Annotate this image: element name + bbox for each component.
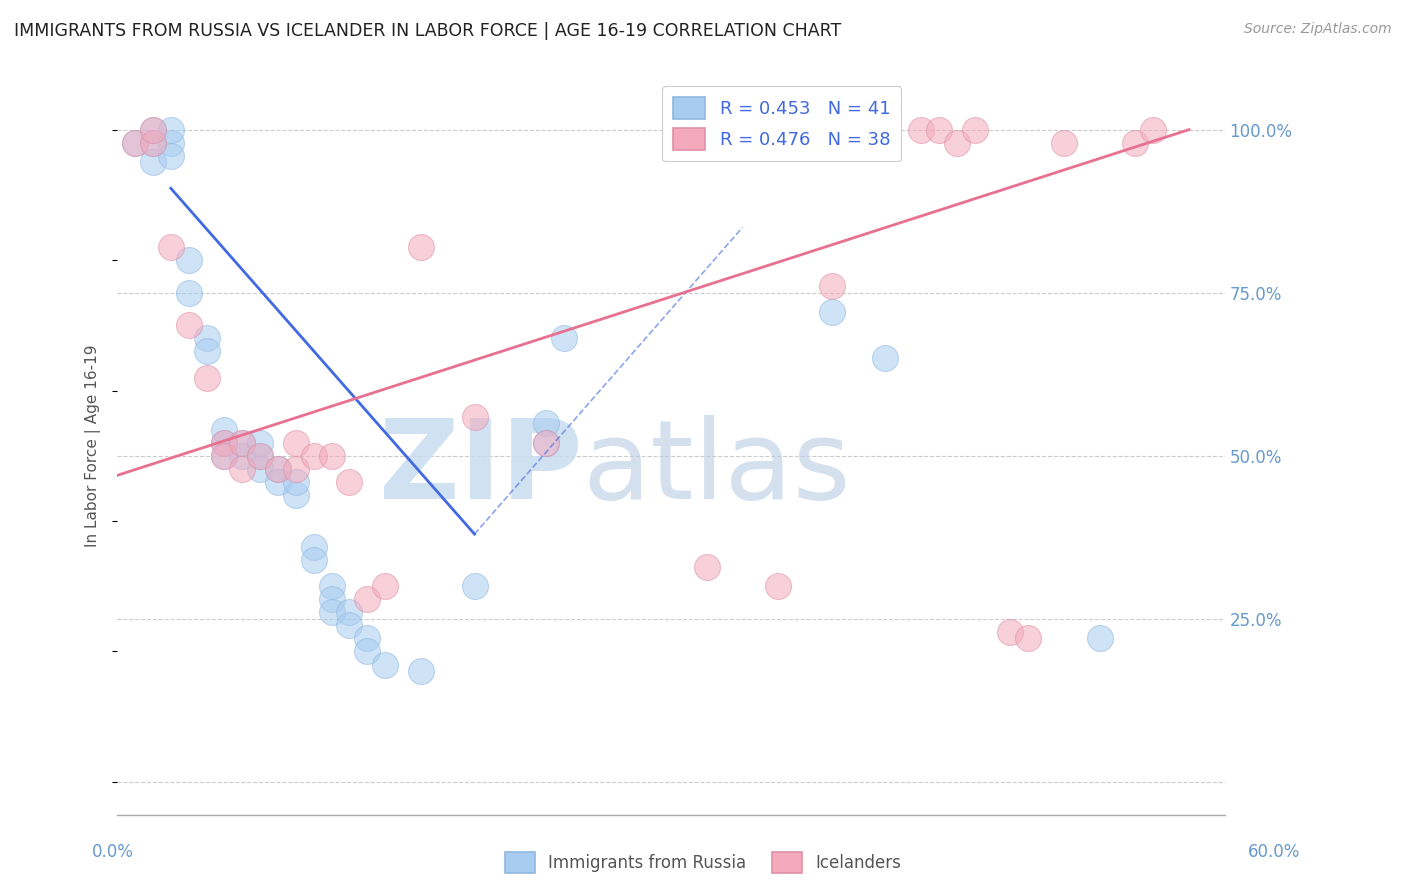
Point <box>249 435 271 450</box>
Point <box>302 553 325 567</box>
Point <box>214 423 236 437</box>
Point <box>267 475 290 489</box>
Point <box>142 136 165 150</box>
Point <box>284 488 307 502</box>
Point <box>302 449 325 463</box>
Point <box>821 136 844 150</box>
Point <box>321 579 343 593</box>
Point <box>142 122 165 136</box>
Legend: R = 0.453   N = 41, R = 0.476   N = 38: R = 0.453 N = 41, R = 0.476 N = 38 <box>662 87 901 161</box>
Point <box>124 136 146 150</box>
Point <box>160 149 183 163</box>
Point <box>875 351 897 365</box>
Point <box>195 344 218 359</box>
Text: ZIP: ZIP <box>380 415 582 522</box>
Point <box>356 644 378 658</box>
Text: 0.0%: 0.0% <box>91 843 134 861</box>
Text: 60.0%: 60.0% <box>1249 843 1301 861</box>
Point <box>1000 624 1022 639</box>
Point <box>963 122 986 136</box>
Point <box>177 285 200 300</box>
Y-axis label: In Labor Force | Age 16-19: In Labor Force | Age 16-19 <box>86 344 101 548</box>
Point <box>946 136 969 150</box>
Point <box>321 605 343 619</box>
Point <box>821 279 844 293</box>
Point <box>553 331 575 345</box>
Point <box>142 122 165 136</box>
Legend: Immigrants from Russia, Icelanders: Immigrants from Russia, Icelanders <box>499 846 907 880</box>
Point <box>249 462 271 476</box>
Point <box>821 305 844 319</box>
Point <box>910 122 932 136</box>
Point <box>231 435 253 450</box>
Point <box>177 318 200 333</box>
Point <box>534 435 557 450</box>
Point <box>409 240 432 254</box>
Point <box>463 579 485 593</box>
Point <box>267 462 290 476</box>
Point <box>195 331 218 345</box>
Point <box>534 416 557 430</box>
Point <box>284 475 307 489</box>
Point <box>284 462 307 476</box>
Point <box>409 664 432 678</box>
Point <box>267 462 290 476</box>
Point <box>374 579 396 593</box>
Point <box>231 435 253 450</box>
Point <box>534 435 557 450</box>
Point <box>374 657 396 672</box>
Point <box>231 449 253 463</box>
Point <box>142 136 165 150</box>
Point <box>928 122 950 136</box>
Point <box>214 449 236 463</box>
Point <box>302 540 325 554</box>
Point <box>696 559 718 574</box>
Point <box>160 122 183 136</box>
Point <box>1125 136 1147 150</box>
Text: atlas: atlas <box>582 415 851 522</box>
Point <box>177 253 200 268</box>
Point <box>766 579 789 593</box>
Point <box>160 136 183 150</box>
Point <box>321 449 343 463</box>
Text: IMMIGRANTS FROM RUSSIA VS ICELANDER IN LABOR FORCE | AGE 16-19 CORRELATION CHART: IMMIGRANTS FROM RUSSIA VS ICELANDER IN L… <box>14 22 841 40</box>
Point <box>838 122 860 136</box>
Point <box>339 618 361 632</box>
Point <box>339 605 361 619</box>
Point <box>339 475 361 489</box>
Point <box>214 435 236 450</box>
Point <box>249 449 271 463</box>
Point <box>821 122 844 136</box>
Point <box>463 409 485 424</box>
Text: Source: ZipAtlas.com: Source: ZipAtlas.com <box>1244 22 1392 37</box>
Point <box>1053 136 1076 150</box>
Point <box>284 435 307 450</box>
Point <box>356 632 378 646</box>
Point <box>142 155 165 169</box>
Point <box>249 449 271 463</box>
Point <box>356 592 378 607</box>
Point <box>321 592 343 607</box>
Point <box>214 449 236 463</box>
Point <box>124 136 146 150</box>
Point <box>195 370 218 384</box>
Point <box>160 240 183 254</box>
Point <box>214 435 236 450</box>
Point <box>1088 632 1111 646</box>
Point <box>1142 122 1164 136</box>
Point <box>875 122 897 136</box>
Point <box>231 462 253 476</box>
Point <box>1017 632 1039 646</box>
